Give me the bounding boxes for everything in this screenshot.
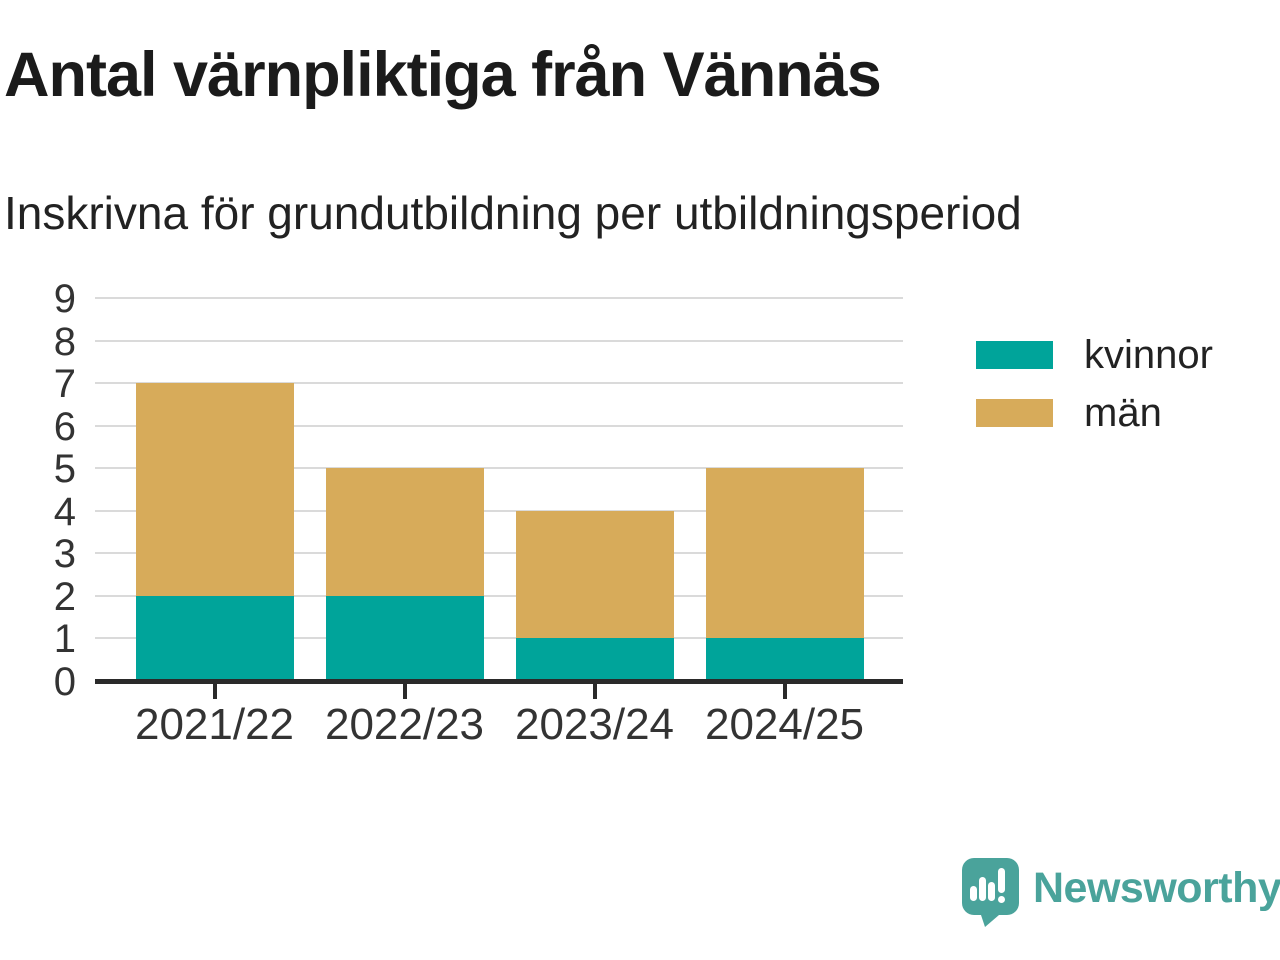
newsworthy-logo: Newsworthy bbox=[962, 858, 1280, 928]
legend-swatch-män bbox=[976, 399, 1053, 427]
x-axis-line bbox=[95, 679, 903, 684]
x-axis-tick-label: 2024/25 bbox=[704, 700, 865, 749]
grid-line bbox=[95, 339, 903, 342]
legend-label: män bbox=[1084, 391, 1162, 435]
newsworthy-wordmark: Newsworthy bbox=[1033, 864, 1280, 912]
legend-label: kvinnor bbox=[1084, 333, 1213, 377]
x-axis-tick bbox=[782, 683, 787, 699]
logo-bar-small bbox=[970, 886, 977, 901]
y-axis-tick-label: 0 bbox=[53, 660, 76, 704]
grid-line bbox=[95, 297, 903, 299]
bar-segment-män bbox=[325, 468, 484, 596]
x-axis-tick-label: 2023/24 bbox=[514, 700, 675, 749]
grid-line bbox=[95, 594, 903, 597]
legend-item-män: män bbox=[976, 391, 1213, 435]
chart-title: Antal värnpliktiga från Vännäs bbox=[4, 40, 882, 110]
chart-subtitle: Inskrivna för grundutbildning per utbild… bbox=[4, 187, 1022, 239]
x-axis-tick bbox=[212, 683, 217, 699]
y-axis-tick-label: 6 bbox=[53, 404, 76, 449]
x-axis-tick-label: 2021/22 bbox=[134, 700, 295, 749]
bar-segment-kvinnor bbox=[135, 595, 294, 681]
legend-swatch-kvinnor bbox=[976, 341, 1053, 369]
grid-line bbox=[95, 552, 903, 555]
y-axis-tick-label: 8 bbox=[53, 319, 76, 364]
bar-segment-kvinnor bbox=[325, 595, 484, 681]
bar-segment-män bbox=[135, 383, 294, 596]
x-axis-tick bbox=[592, 683, 597, 699]
legend: kvinnor män bbox=[976, 333, 1213, 457]
logo-exclamation-dot bbox=[998, 896, 1005, 903]
grid-line bbox=[95, 382, 903, 385]
logo-bar-tall bbox=[979, 877, 986, 901]
logo-exclamation-bar bbox=[998, 868, 1005, 893]
grid-line bbox=[95, 637, 903, 640]
y-axis-tick-label: 4 bbox=[53, 489, 76, 534]
grid-line bbox=[95, 509, 903, 512]
bar-segment-män bbox=[515, 510, 674, 639]
y-axis-tick-label: 3 bbox=[53, 532, 76, 577]
x-axis-tick bbox=[402, 683, 407, 699]
grid-line bbox=[95, 424, 903, 427]
y-axis-tick-label: 5 bbox=[53, 447, 76, 492]
y-axis-tick-label: 9 bbox=[53, 277, 76, 321]
logo-bar-medium bbox=[988, 882, 995, 901]
bar-segment-kvinnor bbox=[515, 638, 674, 681]
bar-segment-kvinnor bbox=[705, 638, 864, 681]
y-axis-tick-label: 1 bbox=[53, 617, 76, 662]
y-axis-tick-label: 2 bbox=[53, 574, 76, 619]
y-axis-tick-label: 7 bbox=[53, 362, 76, 407]
x-axis-tick-label: 2022/23 bbox=[324, 700, 485, 749]
legend-item-kvinnor: kvinnor bbox=[976, 333, 1213, 377]
grid-line bbox=[95, 467, 903, 470]
speech-bubble-bar-chart-icon bbox=[962, 858, 1019, 927]
bar-segment-män bbox=[705, 468, 864, 639]
